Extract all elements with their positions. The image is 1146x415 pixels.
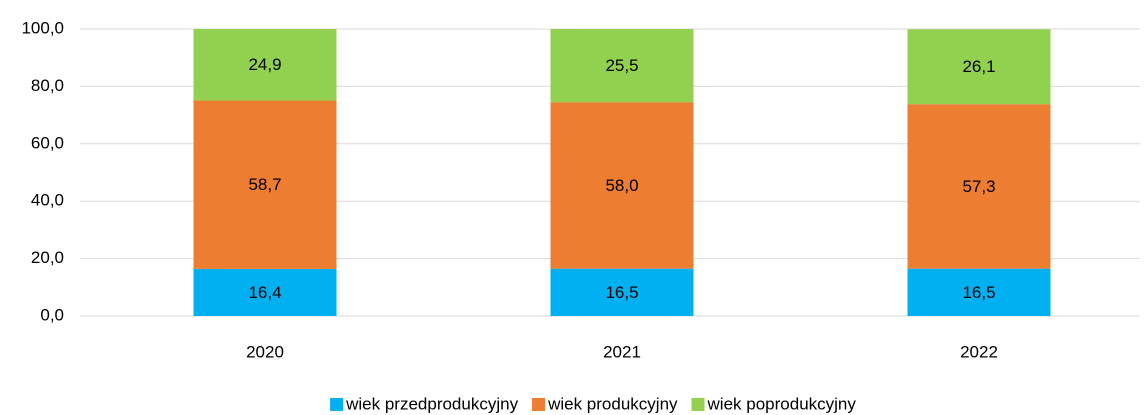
legend-swatch (532, 398, 546, 411)
data-label: 58,0 (605, 176, 638, 195)
bar-segment (193, 29, 337, 101)
data-label: 58,7 (248, 175, 281, 194)
legend-label: wiek produkcyjny (547, 394, 678, 413)
legend-label: wiek przedprodukcyjny (345, 394, 518, 413)
y-tick-label: 100,0 (21, 18, 64, 37)
x-tick-label: 2021 (603, 342, 641, 361)
y-tick-label: 20,0 (31, 248, 64, 267)
y-tick-label: 80,0 (31, 76, 64, 95)
bar-segment (550, 29, 694, 103)
data-label: 26,1 (962, 57, 995, 76)
x-tick-label: 2020 (246, 342, 284, 361)
data-label: 16,5 (962, 283, 995, 302)
bar-segment (907, 29, 1051, 105)
x-tick-label: 2022 (960, 342, 998, 361)
legend-swatch (691, 398, 705, 411)
bar-segment (193, 100, 337, 269)
y-tick-label: 0,0 (40, 305, 64, 324)
data-label: 16,4 (248, 283, 281, 302)
legend: wiek przedprodukcyjny wiek produkcyjny wie… (330, 394, 856, 413)
data-label: 16,5 (605, 283, 638, 302)
data-label: 24,9 (248, 55, 281, 74)
bar-segment (907, 268, 1051, 316)
data-label: 25,5 (605, 56, 638, 75)
legend-swatch (330, 398, 344, 411)
bar-segment (550, 102, 694, 269)
bar-segment (550, 268, 694, 316)
legend-label: wiek poprodukcyjny (707, 394, 857, 413)
bar-segment (193, 268, 337, 316)
y-tick-label: 60,0 (31, 133, 64, 152)
bar-segment (907, 104, 1051, 269)
y-tick-label: 40,0 (31, 191, 64, 210)
data-label: 57,3 (962, 177, 995, 196)
